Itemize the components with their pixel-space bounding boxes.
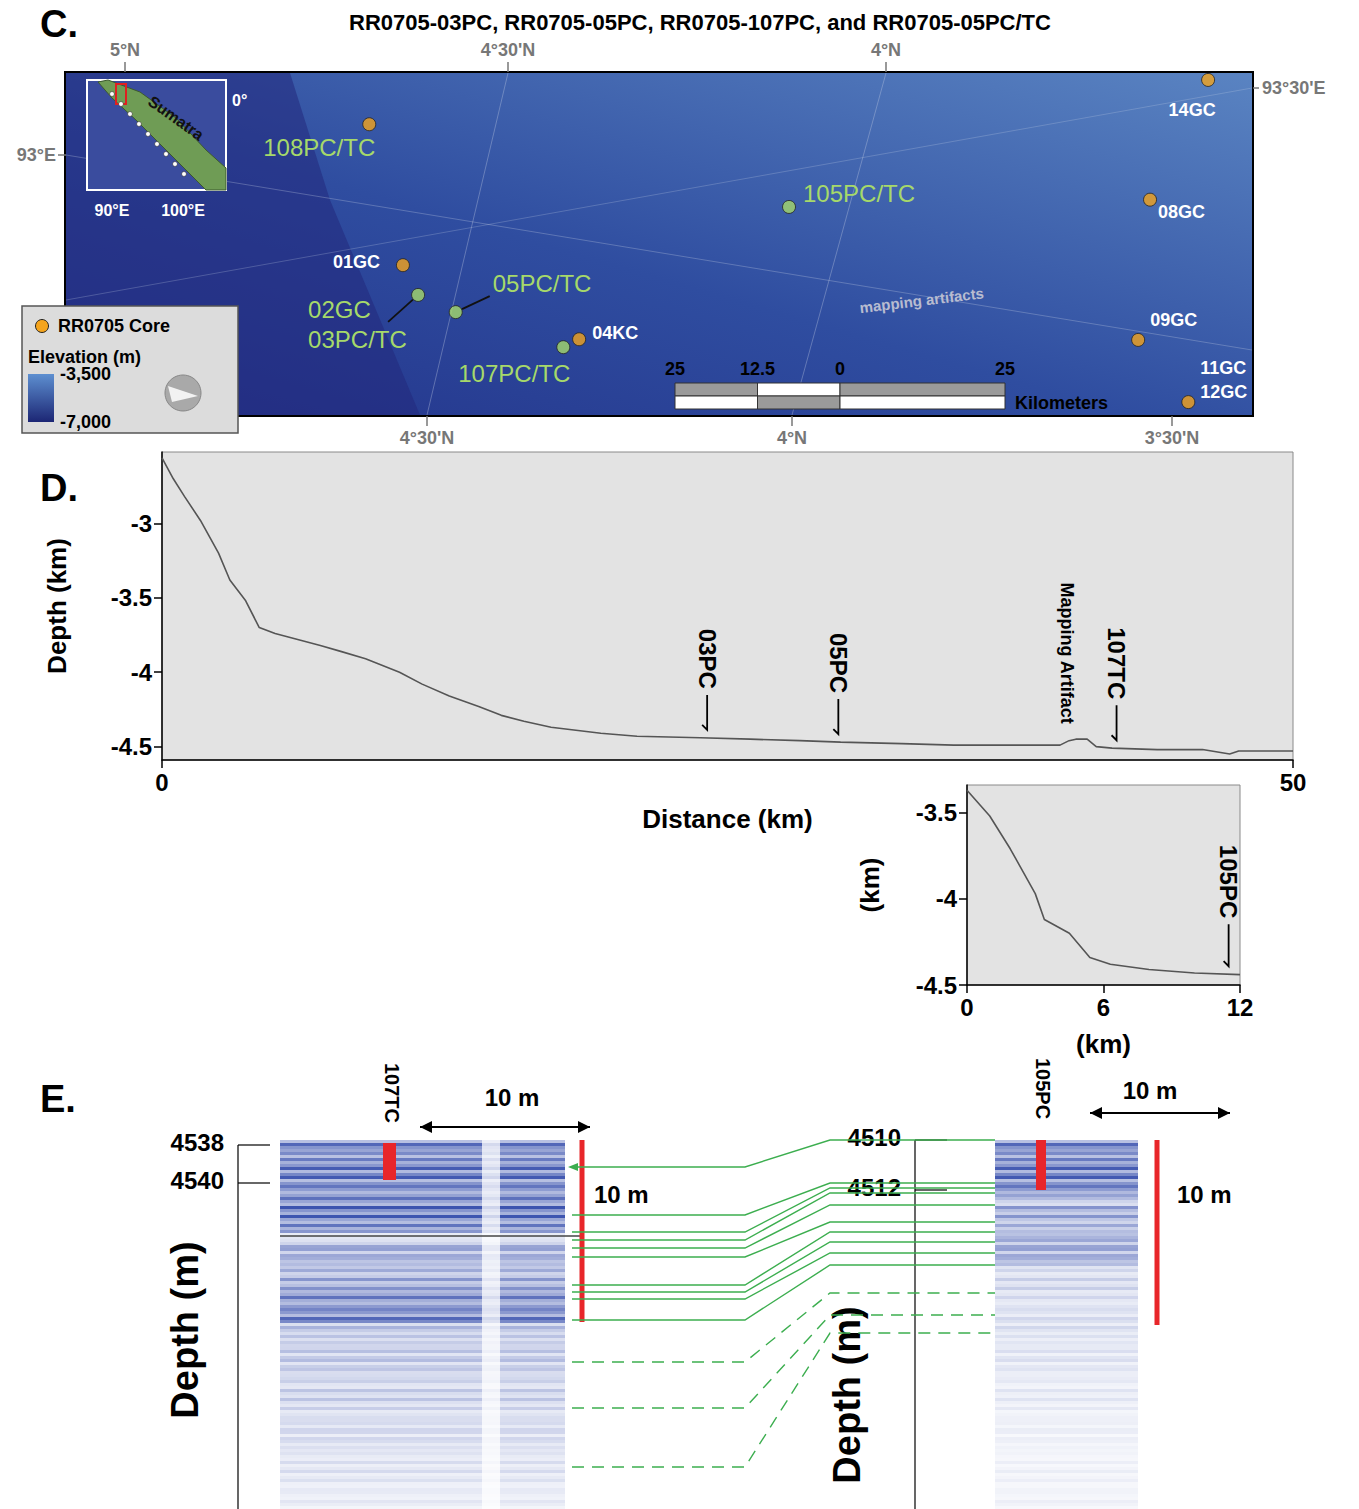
svg-text:10 m: 10 m	[1177, 1181, 1232, 1208]
svg-text:11GC: 11GC	[1200, 358, 1246, 378]
svg-text:25: 25	[995, 359, 1015, 379]
svg-text:RR0705-03PC, RR0705-05PC, RR07: RR0705-03PC, RR0705-05PC, RR0705-107PC, …	[349, 10, 1051, 35]
svg-text:4538: 4538	[171, 1129, 224, 1156]
svg-text:0: 0	[960, 994, 973, 1021]
svg-text:4°N: 4°N	[777, 428, 807, 448]
svg-text:Kilometers: Kilometers	[1015, 393, 1108, 413]
svg-text:02GC: 02GC	[308, 296, 371, 323]
svg-text:-4.5: -4.5	[111, 733, 152, 760]
svg-text:-3.5: -3.5	[916, 799, 957, 826]
svg-text:3°30'N: 3°30'N	[1145, 428, 1200, 448]
svg-text:50: 50	[1280, 769, 1307, 796]
svg-text:12: 12	[1227, 994, 1254, 1021]
svg-text:4510: 4510	[848, 1124, 901, 1151]
svg-text:12.5: 12.5	[740, 359, 775, 379]
svg-text:107TC: 107TC	[381, 1063, 403, 1123]
svg-text:-4: -4	[936, 885, 958, 912]
svg-text:93°30'E: 93°30'E	[1262, 78, 1326, 98]
svg-text:C.: C.	[40, 3, 78, 45]
svg-text:105PC/TC: 105PC/TC	[803, 180, 915, 207]
svg-text:-3.5: -3.5	[111, 584, 152, 611]
svg-text:-4.5: -4.5	[916, 972, 957, 999]
svg-text:4°N: 4°N	[871, 40, 901, 60]
svg-text:03PC: 03PC	[694, 629, 721, 689]
svg-text:0: 0	[835, 359, 845, 379]
svg-text:D.: D.	[40, 467, 78, 509]
svg-text:4512: 4512	[848, 1174, 901, 1201]
svg-text:93°E: 93°E	[17, 145, 56, 165]
svg-text:Mapping Artifact: Mapping Artifact	[1057, 582, 1077, 723]
svg-text:108PC/TC: 108PC/TC	[263, 134, 375, 161]
svg-text:0: 0	[155, 769, 168, 796]
svg-text:-3,500: -3,500	[60, 364, 111, 384]
svg-text:Depth (m): Depth (m)	[826, 1306, 868, 1483]
svg-text:mapping artifacts: mapping artifacts	[859, 284, 985, 316]
svg-text:Sumatra: Sumatra	[145, 92, 207, 143]
svg-text:03PC/TC: 03PC/TC	[308, 326, 407, 353]
svg-text:90°E: 90°E	[95, 202, 130, 219]
svg-text:(km): (km)	[1076, 1029, 1131, 1059]
svg-text:0°: 0°	[232, 92, 247, 109]
svg-text:12GC: 12GC	[1200, 382, 1247, 402]
svg-text:-7,000: -7,000	[60, 412, 111, 432]
svg-text:5°N: 5°N	[110, 40, 140, 60]
svg-text:4°30'N: 4°30'N	[481, 40, 536, 60]
svg-text:Depth (km): Depth (km)	[42, 538, 72, 674]
svg-text:Elevation (m): Elevation (m)	[28, 347, 141, 367]
svg-text:-3: -3	[131, 510, 152, 537]
svg-text:10 m: 10 m	[485, 1084, 540, 1111]
svg-text:05PC/TC: 05PC/TC	[493, 270, 592, 297]
svg-text:08GC: 08GC	[1158, 202, 1205, 222]
svg-text:6: 6	[1097, 994, 1110, 1021]
svg-text:-4: -4	[131, 659, 153, 686]
svg-text:Depth (m): Depth (m)	[164, 1241, 206, 1418]
svg-text:01GC: 01GC	[333, 252, 380, 272]
svg-text:(km): (km)	[855, 858, 885, 913]
svg-text:E.: E.	[40, 1078, 76, 1120]
svg-text:105PC: 105PC	[1215, 845, 1242, 918]
svg-text:05PC: 05PC	[825, 633, 852, 693]
svg-text:107TC: 107TC	[1103, 627, 1130, 699]
svg-text:04KC: 04KC	[592, 323, 638, 343]
svg-text:09GC: 09GC	[1150, 310, 1197, 330]
svg-text:4540: 4540	[171, 1167, 224, 1194]
svg-text:25: 25	[665, 359, 685, 379]
svg-text:Distance (km): Distance (km)	[642, 804, 813, 834]
svg-text:105PC: 105PC	[1032, 1058, 1054, 1119]
svg-text:100°E: 100°E	[161, 202, 205, 219]
svg-text:107PC/TC: 107PC/TC	[458, 360, 570, 387]
svg-text:RR0705 Core: RR0705 Core	[58, 316, 170, 336]
svg-text:10 m: 10 m	[594, 1181, 649, 1208]
svg-text:4°30'N: 4°30'N	[400, 428, 455, 448]
svg-text:14GC: 14GC	[1169, 100, 1216, 120]
svg-text:10 m: 10 m	[1123, 1077, 1178, 1104]
